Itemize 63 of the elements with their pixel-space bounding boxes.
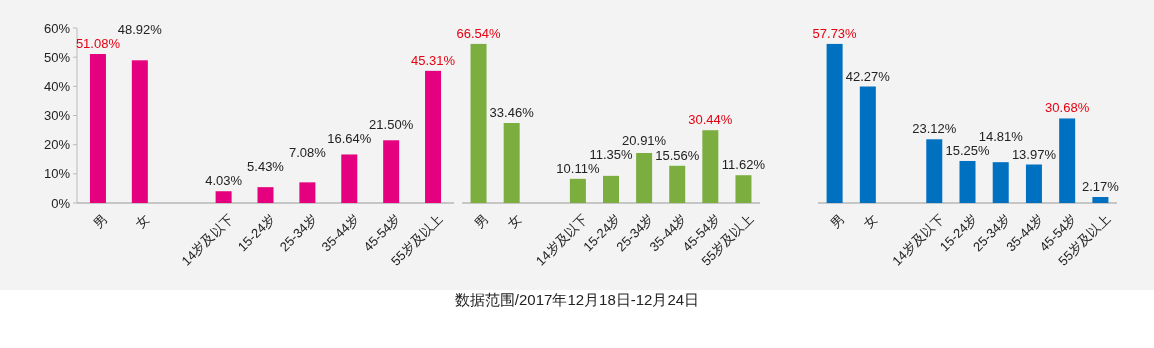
bar (926, 139, 943, 203)
bar (702, 130, 719, 203)
data-label: 5.43% (247, 159, 285, 175)
data-label: 48.92% (117, 22, 163, 38)
data-label: 30.44% (688, 112, 733, 128)
bar (257, 187, 274, 203)
data-label: 66.54% (456, 25, 502, 41)
bar (131, 60, 148, 203)
x-tick-label: 女 (132, 210, 153, 231)
bar (341, 154, 358, 203)
x-tick-label: 女 (504, 210, 525, 231)
bar (299, 182, 316, 203)
bar (959, 160, 976, 203)
bar (603, 175, 619, 203)
data-label: 15.25% (945, 142, 990, 158)
data-label: 15.56% (655, 147, 700, 163)
data-label: 33.46% (489, 105, 535, 120)
data-label: 57.73% (812, 25, 858, 41)
y-tick-label: 30% (43, 108, 71, 124)
bar (425, 70, 442, 203)
x-tick-label: 男 (90, 210, 111, 231)
data-label: 16.64% (327, 131, 372, 147)
data-label: 2.17% (1081, 179, 1120, 195)
data-label: 11.35% (589, 146, 633, 162)
data-label: 4.03% (205, 173, 243, 189)
y-tick-label: 0% (51, 195, 71, 211)
data-label: 30.68% (1045, 100, 1090, 116)
data-label: 45.31% (411, 52, 456, 68)
data-label: 42.27% (845, 68, 891, 84)
data-label: 7.08% (288, 145, 327, 161)
bar (89, 54, 106, 203)
bar (1025, 164, 1042, 203)
bar (215, 191, 232, 203)
data-label: 13.97% (1011, 146, 1057, 162)
data-label: 21.50% (369, 117, 414, 133)
y-tick-label: 20% (43, 137, 71, 153)
bar (992, 162, 1009, 203)
bar (1092, 197, 1109, 203)
bar (826, 43, 843, 203)
y-tick-label: 10% (43, 166, 71, 182)
data-label: 51.08% (75, 36, 121, 52)
bar (669, 165, 686, 203)
y-tick-label: 40% (43, 78, 71, 94)
bar (1059, 118, 1076, 203)
y-tick-label: 50% (43, 49, 71, 65)
bar (735, 175, 752, 203)
bar (470, 43, 487, 203)
x-tick-label: 14岁及以下 (178, 210, 237, 269)
bar (503, 123, 520, 203)
text: 数据范围/2017年12月18日-12月24日 (454, 291, 700, 308)
bar (569, 178, 586, 203)
data-label: 10.11% (556, 160, 600, 176)
data-label: 14.81% (978, 128, 1024, 144)
bar (636, 153, 653, 203)
bar (383, 140, 400, 203)
x-tick-label: 女 (860, 210, 881, 231)
x-tick-label: 男 (827, 210, 848, 231)
data-label: 23.12% (912, 121, 957, 137)
data-label: 20.91% (622, 132, 667, 148)
bar (859, 86, 876, 203)
y-tick-label: 60% (43, 20, 71, 36)
x-tick-label: 男 (471, 210, 492, 231)
data-label: 11.62% (721, 157, 766, 173)
